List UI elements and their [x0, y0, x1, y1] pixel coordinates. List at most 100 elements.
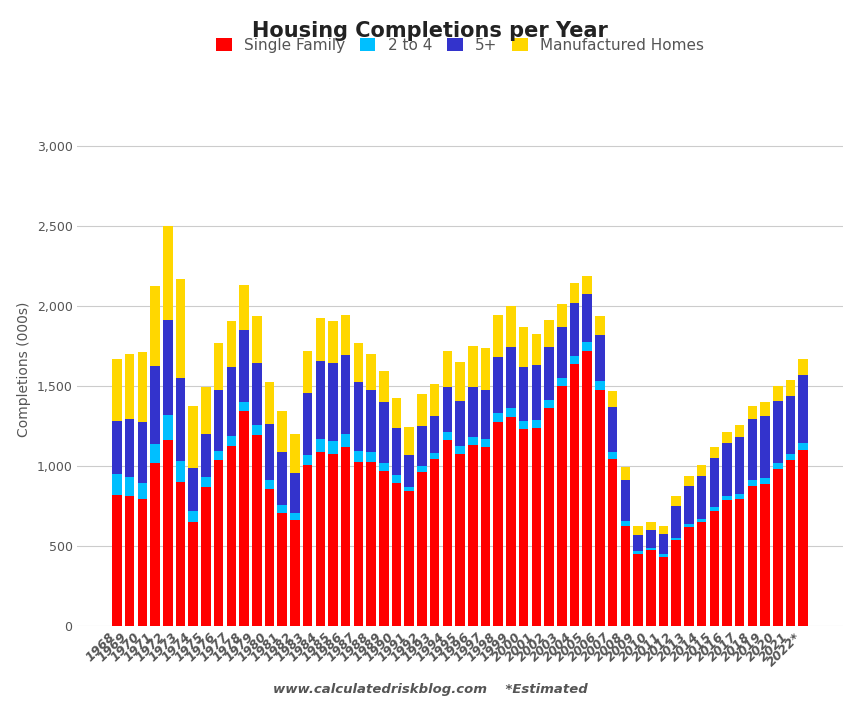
Bar: [303, 393, 312, 455]
Bar: [443, 387, 452, 432]
Bar: [404, 427, 414, 454]
Bar: [722, 496, 732, 501]
Bar: [290, 520, 299, 626]
Bar: [595, 335, 605, 381]
Bar: [595, 381, 605, 390]
Bar: [430, 459, 439, 626]
Bar: [672, 506, 681, 538]
Bar: [557, 304, 567, 326]
Bar: [582, 343, 592, 351]
Bar: [697, 519, 706, 522]
Bar: [163, 226, 173, 320]
Bar: [239, 285, 249, 330]
Bar: [316, 439, 325, 452]
Bar: [455, 401, 465, 446]
Bar: [494, 413, 503, 422]
Bar: [175, 378, 185, 461]
Bar: [417, 426, 427, 466]
Bar: [646, 523, 655, 530]
Bar: [621, 467, 630, 480]
Bar: [569, 283, 580, 304]
Bar: [226, 436, 237, 446]
Bar: [265, 489, 274, 626]
Bar: [710, 508, 719, 511]
Bar: [507, 347, 516, 408]
Bar: [353, 461, 363, 626]
Bar: [531, 365, 541, 419]
Bar: [569, 304, 580, 356]
Bar: [760, 478, 770, 483]
Bar: [798, 442, 808, 449]
Bar: [684, 527, 694, 626]
Bar: [735, 499, 745, 626]
Bar: [214, 451, 224, 460]
Bar: [392, 483, 402, 626]
Bar: [710, 458, 719, 508]
Bar: [621, 526, 630, 626]
Bar: [430, 384, 439, 416]
Bar: [175, 279, 185, 378]
Bar: [659, 533, 668, 555]
Bar: [621, 480, 630, 521]
Bar: [214, 343, 224, 390]
Bar: [430, 416, 439, 453]
Bar: [760, 483, 770, 626]
Bar: [672, 496, 681, 506]
Bar: [163, 415, 173, 440]
Bar: [557, 378, 567, 386]
Bar: [290, 434, 299, 474]
Bar: [379, 471, 389, 626]
Bar: [417, 472, 427, 626]
Bar: [112, 474, 122, 495]
Bar: [646, 530, 655, 548]
Bar: [138, 422, 147, 483]
Bar: [366, 353, 376, 390]
Bar: [443, 432, 452, 440]
Bar: [557, 386, 567, 626]
Bar: [722, 432, 732, 443]
Bar: [697, 465, 706, 476]
Bar: [201, 387, 211, 434]
Bar: [494, 422, 503, 626]
Bar: [125, 496, 134, 626]
Bar: [341, 447, 351, 626]
Bar: [608, 392, 617, 407]
Bar: [786, 454, 796, 461]
Bar: [531, 334, 541, 365]
Bar: [633, 535, 642, 551]
Bar: [569, 364, 580, 626]
Bar: [201, 486, 211, 626]
Bar: [747, 480, 757, 486]
Y-axis label: Completions (000s): Completions (000s): [17, 302, 31, 437]
Bar: [684, 525, 694, 527]
Bar: [468, 445, 477, 626]
Bar: [531, 428, 541, 626]
Bar: [188, 405, 198, 468]
Bar: [519, 367, 528, 421]
Bar: [188, 511, 198, 523]
Text: Housing Completions per Year: Housing Completions per Year: [252, 21, 608, 41]
Bar: [163, 320, 173, 415]
Bar: [582, 294, 592, 343]
Bar: [507, 408, 516, 417]
Bar: [773, 386, 783, 401]
Bar: [621, 521, 630, 526]
Bar: [316, 361, 325, 439]
Bar: [633, 551, 642, 555]
Bar: [252, 316, 261, 363]
Bar: [278, 452, 287, 505]
Bar: [239, 402, 249, 411]
Bar: [150, 444, 160, 464]
Bar: [747, 419, 757, 480]
Bar: [786, 461, 796, 626]
Bar: [417, 395, 427, 426]
Bar: [392, 428, 402, 474]
Bar: [798, 358, 808, 375]
Bar: [455, 363, 465, 401]
Bar: [303, 465, 312, 626]
Bar: [125, 419, 134, 477]
Bar: [138, 352, 147, 422]
Bar: [125, 477, 134, 496]
Bar: [239, 330, 249, 402]
Bar: [329, 321, 338, 363]
